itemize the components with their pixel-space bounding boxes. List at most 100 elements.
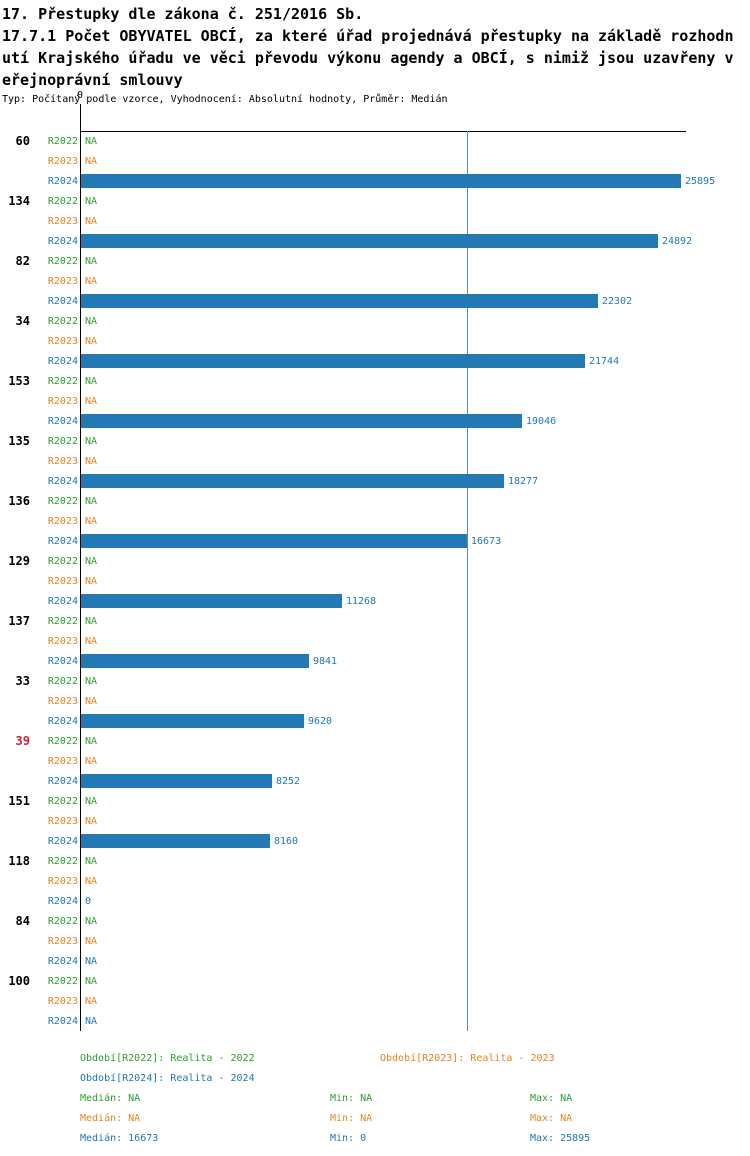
chart-group: 33 R2022 NA R2023 NA R2024 9620 bbox=[0, 671, 750, 731]
value-label-r2023: NA bbox=[85, 995, 98, 1007]
chart-header: 17. Přestupky dle zákona č. 251/2016 Sb.… bbox=[2, 3, 750, 107]
value-label-r2022: NA bbox=[85, 915, 98, 927]
chart-title-line-1: 17. Přestupky dle zákona č. 251/2016 Sb. bbox=[2, 5, 364, 23]
value-bar-r2024 bbox=[81, 234, 658, 248]
value-bar-r2024 bbox=[81, 834, 270, 848]
stat-max-r2023: Max: NA bbox=[530, 1113, 573, 1124]
series-row-r2023: R2023 NA bbox=[0, 331, 750, 351]
left-axis-line bbox=[80, 104, 81, 1031]
stats-row-r2024: Medián: 16673 Min: 0 Max: 25895 bbox=[0, 1130, 750, 1150]
value-bar-r2024 bbox=[81, 534, 467, 548]
series-tick-label: R2023 bbox=[47, 935, 78, 947]
series-row-r2022: R2022 NA bbox=[0, 911, 750, 931]
series-row-r2023: R2023 NA bbox=[0, 631, 750, 651]
bar-value-label: 24892 bbox=[662, 235, 693, 247]
value-label-r2024: NA bbox=[85, 955, 98, 967]
chart-group: 153 R2022 NA R2023 NA R2024 19046 bbox=[0, 371, 750, 431]
stat-median-r2022: Medián: NA bbox=[80, 1093, 141, 1104]
series-row-r2023: R2023 NA bbox=[0, 931, 750, 951]
stat-min-r2022: Min: NA bbox=[330, 1093, 373, 1104]
series-row-r2022: R2022 NA bbox=[0, 371, 750, 391]
value-label-r2022: NA bbox=[85, 255, 98, 267]
value-label-r2023: NA bbox=[85, 935, 98, 947]
legend-row-1: Období[R2022]: Realita - 2022 Období[R20… bbox=[0, 1050, 750, 1070]
stats-row-r2022: Medián: NA Min: NA Max: NA bbox=[0, 1090, 750, 1110]
group-label: 153 bbox=[8, 374, 30, 388]
group-label: 129 bbox=[8, 554, 30, 568]
series-row-r2023: R2023 NA bbox=[0, 211, 750, 231]
value-label-r2022: NA bbox=[85, 975, 98, 987]
bar-value-label: 8252 bbox=[276, 775, 301, 787]
series-tick-label: R2022 bbox=[47, 375, 78, 387]
chart-group: 82 R2022 NA R2023 NA R2024 22302 bbox=[0, 251, 750, 311]
series-row-r2022: R2022 NA bbox=[0, 971, 750, 991]
value-label-r2023: NA bbox=[85, 755, 98, 767]
bar-value-label: 11268 bbox=[346, 595, 377, 607]
series-row-r2022: R2022 NA bbox=[0, 491, 750, 511]
value-label-r2024: NA bbox=[85, 1015, 98, 1027]
series-row-r2022: R2022 NA bbox=[0, 251, 750, 271]
value-bar-r2024 bbox=[81, 714, 304, 728]
stat-min-r2024: Min: 0 bbox=[330, 1133, 367, 1144]
value-label-r2022: NA bbox=[85, 795, 98, 807]
value-label-r2023: NA bbox=[85, 455, 98, 467]
group-label: 39 bbox=[15, 734, 30, 748]
series-tick-label: R2024 bbox=[47, 355, 78, 367]
series-tick-label: R2023 bbox=[47, 455, 78, 467]
series-tick-label: R2022 bbox=[47, 435, 78, 447]
bar-value-label: 18277 bbox=[508, 475, 539, 487]
value-label-r2023: NA bbox=[85, 875, 98, 887]
series-row-r2024: R2024 25895 bbox=[0, 171, 750, 191]
value-bar-r2024 bbox=[81, 774, 272, 788]
series-tick-label: R2022 bbox=[47, 915, 78, 927]
value-label-r2022: NA bbox=[85, 435, 98, 447]
legend-r2024: Období[R2024]: Realita - 2024 bbox=[80, 1073, 255, 1084]
value-label-r2022: NA bbox=[85, 315, 98, 327]
value-label-r2022: NA bbox=[85, 615, 98, 627]
series-row-r2024: R2024 11268 bbox=[0, 591, 750, 611]
series-tick-label: R2024 bbox=[47, 835, 78, 847]
value-label-r2023: NA bbox=[85, 155, 98, 167]
series-row-r2024: R2024 9620 bbox=[0, 711, 750, 731]
series-row-r2024: R2024 24892 bbox=[0, 231, 750, 251]
chart-subtitle: Typ: Počítaný podle vzorce, Vyhodnocení:… bbox=[2, 94, 448, 105]
legend-r2022: Období[R2022]: Realita - 2022 bbox=[80, 1053, 255, 1064]
series-tick-label: R2023 bbox=[47, 215, 78, 227]
series-row-r2024: R2024 19046 bbox=[0, 411, 750, 431]
series-tick-label: R2024 bbox=[47, 295, 78, 307]
series-row-r2024: R2024 18277 bbox=[0, 471, 750, 491]
chart-title-line-2: 17.7.1 Počet OBYVATEL OBCÍ, za které úřa… bbox=[2, 27, 734, 45]
horizontal-bar-chart: 0 60 R2022 NA R2023 NA R2024 25895 134 R2022 NA R2… bbox=[0, 90, 750, 1031]
stat-median-r2023: Medián: NA bbox=[80, 1113, 141, 1124]
top-axis-line bbox=[80, 131, 686, 132]
series-row-r2024: R2024 NA bbox=[0, 1011, 750, 1031]
series-tick-label: R2022 bbox=[47, 615, 78, 627]
series-tick-label: R2024 bbox=[47, 775, 78, 787]
chart-group: 60 R2022 NA R2023 NA R2024 25895 bbox=[0, 131, 750, 191]
value-label-r2023: NA bbox=[85, 395, 98, 407]
series-tick-label: R2024 bbox=[47, 475, 78, 487]
group-label: 118 bbox=[8, 854, 30, 868]
series-tick-label: R2022 bbox=[47, 795, 78, 807]
bar-value-label: 9841 bbox=[313, 655, 338, 667]
value-label-r2023: NA bbox=[85, 635, 98, 647]
bar-groups: 60 R2022 NA R2023 NA R2024 25895 134 R2022 NA R202… bbox=[0, 131, 750, 1031]
series-row-r2022: R2022 NA bbox=[0, 731, 750, 751]
chart-group: 100 R2022 NA R2023 NA R2024 NA bbox=[0, 971, 750, 1031]
value-label-r2023: NA bbox=[85, 335, 98, 347]
series-row-r2022: R2022 NA bbox=[0, 551, 750, 571]
series-tick-label: R2023 bbox=[47, 335, 78, 347]
series-tick-label: R2023 bbox=[47, 275, 78, 287]
series-tick-label: R2023 bbox=[47, 875, 78, 887]
chart-group: 137 R2022 NA R2023 NA R2024 9841 bbox=[0, 611, 750, 671]
series-tick-label: R2022 bbox=[47, 855, 78, 867]
series-row-r2022: R2022 NA bbox=[0, 431, 750, 451]
group-label: 100 bbox=[8, 974, 30, 988]
value-bar-r2024 bbox=[81, 294, 598, 308]
value-label-r2024: 0 bbox=[85, 895, 92, 907]
series-row-r2023: R2023 NA bbox=[0, 391, 750, 411]
bar-value-label: 9620 bbox=[308, 715, 333, 727]
series-row-r2024: R2024 NA bbox=[0, 951, 750, 971]
bar-value-label: 16673 bbox=[471, 535, 502, 547]
group-label: 137 bbox=[8, 614, 30, 628]
